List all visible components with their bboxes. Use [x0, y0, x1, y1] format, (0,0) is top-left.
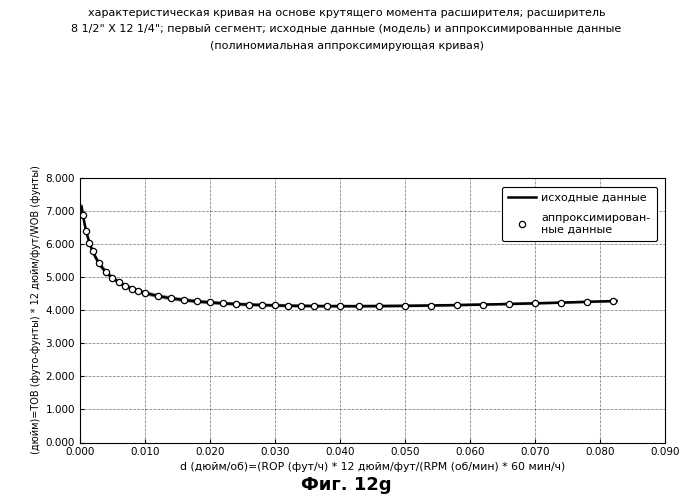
аппроксимирован-
ные данные — [271, 302, 279, 308]
аппроксимирован-
ные данные — [336, 303, 344, 309]
аппроксимирован-
ные данные — [219, 300, 227, 306]
Y-axis label: (дюйм)=TOB (футо-фунты) * 12 дюйм/фут/WOB (фунты): (дюйм)=TOB (футо-фунты) * 12 дюйм/фут/WO… — [31, 166, 41, 455]
аппроксимирован-
ные данные — [427, 302, 435, 308]
аппроксимирован-
ные данные — [121, 282, 130, 288]
аппроксимирован-
ные данные — [114, 279, 123, 285]
аппроксимирован-
ные данные — [179, 297, 188, 303]
аппроксимирован-
ные данные — [323, 303, 331, 309]
X-axis label: d (дюйм/об)=(ROP (фут/ч) * 12 дюйм/фут/(RPM (об/мин) * 60 мин/ч): d (дюйм/об)=(ROP (фут/ч) * 12 дюйм/фут/(… — [180, 462, 565, 471]
исходные данные — [538, 300, 547, 306]
аппроксимирован-
ные данные — [206, 300, 214, 306]
аппроксимирован-
ные данные — [79, 212, 87, 218]
аппроксимирован-
ные данные — [583, 299, 591, 305]
исходные данные — [419, 302, 427, 308]
аппроксимирован-
ные данные — [141, 290, 149, 296]
аппроксимирован-
ные данные — [108, 274, 116, 280]
аппроксимирован-
ные данные — [609, 298, 617, 304]
аппроксимирован-
ные данные — [154, 293, 162, 299]
аппроксимирован-
ные данные — [231, 301, 240, 307]
Text: характеристическая кривая на основе крутящего момента расширителя; расширитель: характеристическая кривая на основе крут… — [88, 8, 605, 18]
аппроксимирован-
ные данные — [310, 303, 318, 309]
аппроксимирован-
ные данные — [479, 302, 487, 308]
аппроксимирован-
ные данные — [245, 302, 253, 308]
Text: Фиг. 12g: Фиг. 12g — [301, 476, 392, 494]
исходные данные — [389, 303, 397, 309]
Legend: исходные данные, аппроксимирован-
ные данные: исходные данные, аппроксимирован- ные да… — [502, 187, 657, 241]
аппроксимирован-
ные данные — [375, 303, 383, 309]
аппроксимирован-
ные данные — [134, 288, 143, 294]
исходные данные — [343, 303, 351, 309]
аппроксимирован-
ные данные — [356, 303, 364, 309]
аппроксимирован-
ные данные — [453, 302, 462, 308]
исходные данные — [403, 303, 411, 309]
аппроксимирован-
ные данные — [89, 248, 97, 254]
Text: (полиномиальная аппроксимирующая кривая): (полиномиальная аппроксимирующая кривая) — [209, 41, 484, 51]
аппроксимирован-
ные данные — [283, 302, 292, 308]
аппроксимирован-
ные данные — [82, 228, 90, 234]
аппроксимирован-
ные данные — [401, 303, 409, 309]
аппроксимирован-
ные данные — [95, 260, 103, 266]
исходные данные — [78, 204, 86, 210]
аппроксимирован-
ные данные — [531, 300, 539, 306]
Line: аппроксимирован-
ные данные: аппроксимирован- ные данные — [80, 212, 616, 310]
исходные данные — [110, 276, 119, 282]
аппроксимирован-
ные данные — [128, 286, 136, 292]
Line: исходные данные: исходные данные — [82, 206, 617, 306]
аппроксимирован-
ные данные — [557, 300, 565, 306]
аппроксимирован-
ные данные — [85, 240, 94, 246]
исходные данные — [484, 302, 492, 308]
аппроксимирован-
ные данные — [193, 298, 201, 304]
аппроксимирован-
ные данные — [258, 302, 266, 308]
аппроксимирован-
ные данные — [297, 303, 305, 309]
аппроксимирован-
ные данные — [505, 301, 514, 307]
исходные данные — [613, 298, 621, 304]
Text: 8 1/2" X 12 1/4"; первый сегмент; исходные данные (модель) и аппроксимированные : 8 1/2" X 12 1/4"; первый сегмент; исходн… — [71, 24, 622, 34]
аппроксимирован-
ные данные — [102, 268, 110, 274]
аппроксимирован-
ные данные — [166, 295, 175, 301]
